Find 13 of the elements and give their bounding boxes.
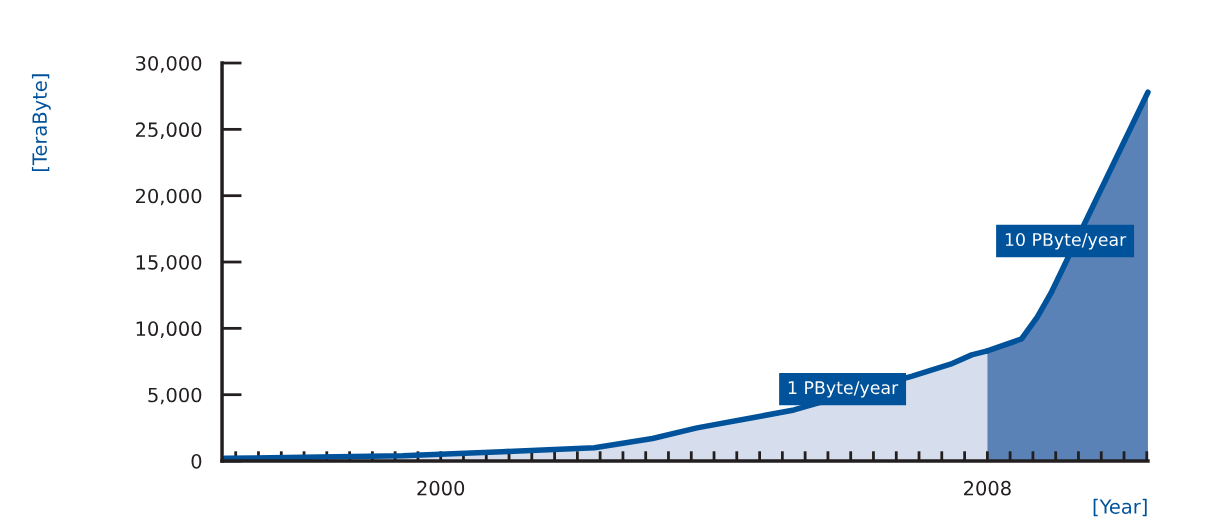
annotation: 10 PByte/year [1005,232,1127,250]
y-tick-label: 30,000 [136,55,202,73]
y-axis-title: [TeraByte] [31,74,51,172]
y-tick-label: 0 [191,453,202,469]
y-tick-label: 20,000 [135,188,202,206]
x-tick-label: 2000 [417,480,465,496]
y-tick-label: 5,000 [148,387,202,405]
y-tick-label: 10,000 [136,321,202,338]
y-tick-label: 25,000 [135,122,202,139]
annotation: 1 PByte/year [788,381,899,398]
y-tick-label: 15,000 [136,254,202,272]
x-axis-title: [Year] [1093,498,1147,517]
x-tick-label: 2008 [964,480,1011,496]
